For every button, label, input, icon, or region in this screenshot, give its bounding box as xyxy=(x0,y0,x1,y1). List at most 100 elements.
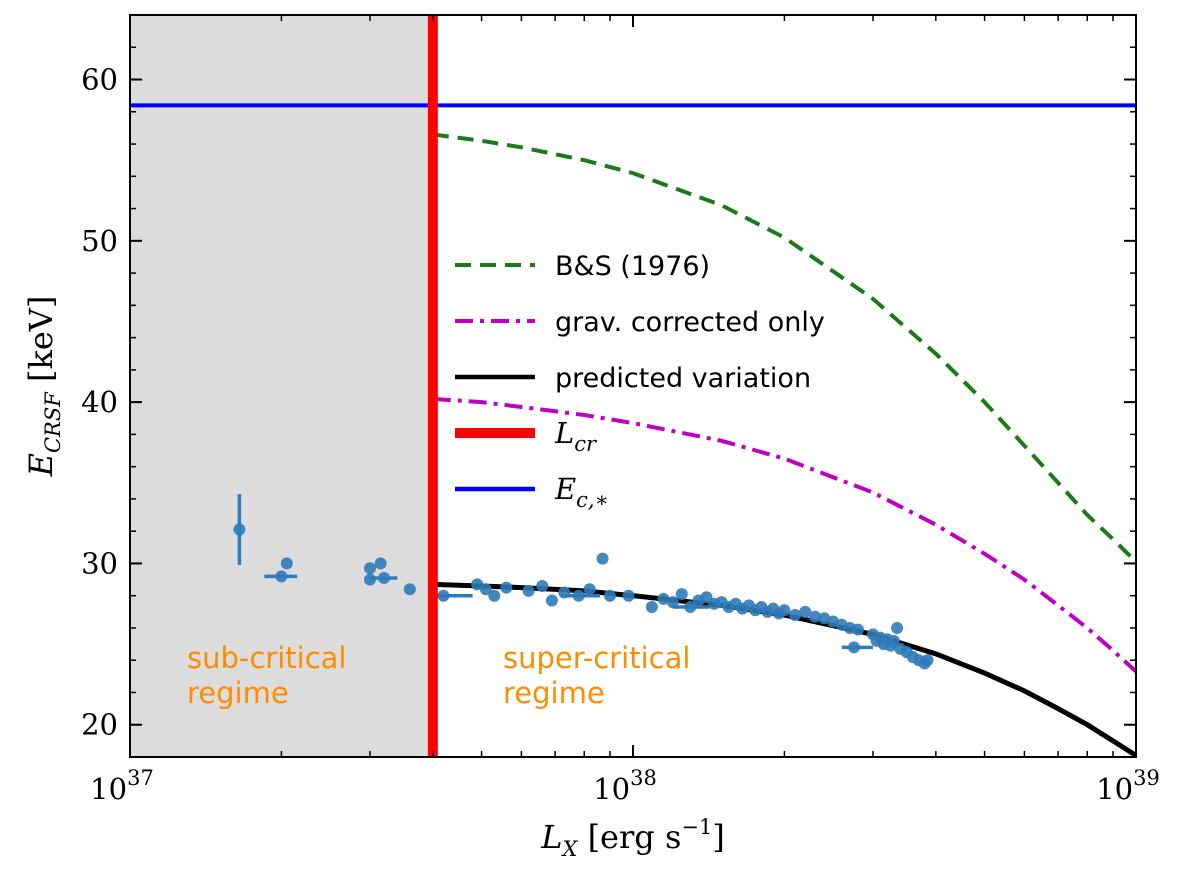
data-point xyxy=(583,583,596,596)
data-point xyxy=(479,583,492,596)
data-point xyxy=(536,580,549,593)
plot-area xyxy=(130,15,1136,757)
data-point xyxy=(657,592,670,605)
data-point-marker xyxy=(789,609,802,622)
data-point xyxy=(500,581,513,594)
data-point-marker xyxy=(233,523,246,536)
data-point xyxy=(280,557,293,570)
legend-label: Ec,∗ xyxy=(554,472,609,512)
data-point-marker xyxy=(378,571,391,584)
data-point xyxy=(778,604,791,617)
data-point xyxy=(789,609,802,622)
legend-entry: grav. corrected only xyxy=(455,307,825,338)
data-point-marker xyxy=(684,600,697,613)
y-tick-label: 40 xyxy=(81,385,118,419)
sub-critical-shade xyxy=(130,15,433,757)
legend-entry: predicted variation xyxy=(455,363,811,394)
y-tick-label: 60 xyxy=(81,63,118,97)
data-point-marker xyxy=(275,570,288,583)
data-point xyxy=(603,589,616,602)
data-point-marker xyxy=(363,562,376,575)
sub-critical-label: sub-critical xyxy=(187,641,347,675)
legend-label: predicted variation xyxy=(555,363,811,394)
data-point-marker xyxy=(374,557,387,570)
legend-entry: Lcr xyxy=(455,416,598,456)
data-point-marker xyxy=(799,605,812,618)
x-axis-title: LX [erg s−1] xyxy=(540,815,725,861)
data-point xyxy=(596,552,609,565)
x-tick-label: 1039 xyxy=(1096,766,1160,806)
x-tick-label: 1038 xyxy=(593,766,657,806)
y-tick-label: 50 xyxy=(81,224,118,258)
data-point-marker xyxy=(891,621,904,634)
data-point-marker xyxy=(778,604,791,617)
data-point xyxy=(645,600,658,613)
data-point xyxy=(921,654,934,667)
data-point-marker xyxy=(645,600,658,613)
data-point xyxy=(488,589,501,602)
legend: B&S (1976) grav. corrected only predicted … xyxy=(455,251,825,512)
axes: 20 30 40 50 60 1037 1038 1039 LX [erg s−1] ECRSF … xyxy=(22,14,1160,861)
data-point-marker xyxy=(522,584,535,597)
data-point xyxy=(471,578,484,591)
data-point-marker xyxy=(280,557,293,570)
data-point-marker xyxy=(403,583,416,596)
x-tick-label: 1037 xyxy=(90,766,154,806)
data-point xyxy=(622,589,635,602)
data-point-marker xyxy=(545,594,558,607)
data-point-marker xyxy=(675,588,688,601)
sub-critical-label: regime xyxy=(187,676,289,710)
data-point xyxy=(672,600,710,613)
data-point xyxy=(561,589,601,602)
data-point-marker xyxy=(847,641,860,654)
data-point xyxy=(666,596,679,609)
data-point-marker xyxy=(808,610,821,623)
data-point-marker xyxy=(488,589,501,602)
data-point-marker xyxy=(921,654,934,667)
data-point-marker xyxy=(500,581,513,594)
data-point xyxy=(432,589,473,602)
super-critical-label: super-critical xyxy=(503,641,690,675)
data-point xyxy=(887,634,900,647)
data-point-marker xyxy=(479,583,492,596)
data-point-marker xyxy=(437,589,450,602)
data-point xyxy=(891,621,904,634)
y-axis-title: ECRSF [keV] xyxy=(22,296,65,478)
series-0-line xyxy=(432,132,1136,564)
data-point xyxy=(363,562,376,575)
data-point xyxy=(264,570,298,583)
data-point xyxy=(403,583,416,596)
data-point xyxy=(369,571,398,584)
data-point xyxy=(799,605,812,618)
data-point xyxy=(233,494,246,566)
data-point-marker xyxy=(657,592,670,605)
data-point xyxy=(808,610,821,623)
legend-entry: B&S (1976) xyxy=(455,251,710,282)
data-point xyxy=(851,623,864,636)
data-point-marker xyxy=(622,589,635,602)
data-point xyxy=(374,557,387,570)
y-tick-label: 30 xyxy=(81,546,118,580)
data-point xyxy=(545,594,558,607)
data-point-marker xyxy=(572,589,585,602)
data-point xyxy=(675,588,688,601)
data-point-marker xyxy=(603,589,616,602)
super-critical-label: regime xyxy=(503,676,605,710)
data-point-marker xyxy=(583,583,596,596)
legend-label: Lcr xyxy=(554,416,598,456)
data-point xyxy=(841,641,873,654)
legend-label: grav. corrected only xyxy=(555,307,825,338)
data-point-marker xyxy=(666,596,679,609)
data-point-marker xyxy=(887,634,900,647)
data-point-marker xyxy=(851,623,864,636)
data-point-marker xyxy=(596,552,609,565)
data-point-marker xyxy=(471,578,484,591)
legend-label: B&S (1976) xyxy=(555,251,710,282)
y-tick-label: 20 xyxy=(81,708,118,742)
data-point-marker xyxy=(536,580,549,593)
data-point xyxy=(522,584,535,597)
legend-entry: Ec,∗ xyxy=(455,472,609,512)
series-1-line xyxy=(432,396,1136,673)
